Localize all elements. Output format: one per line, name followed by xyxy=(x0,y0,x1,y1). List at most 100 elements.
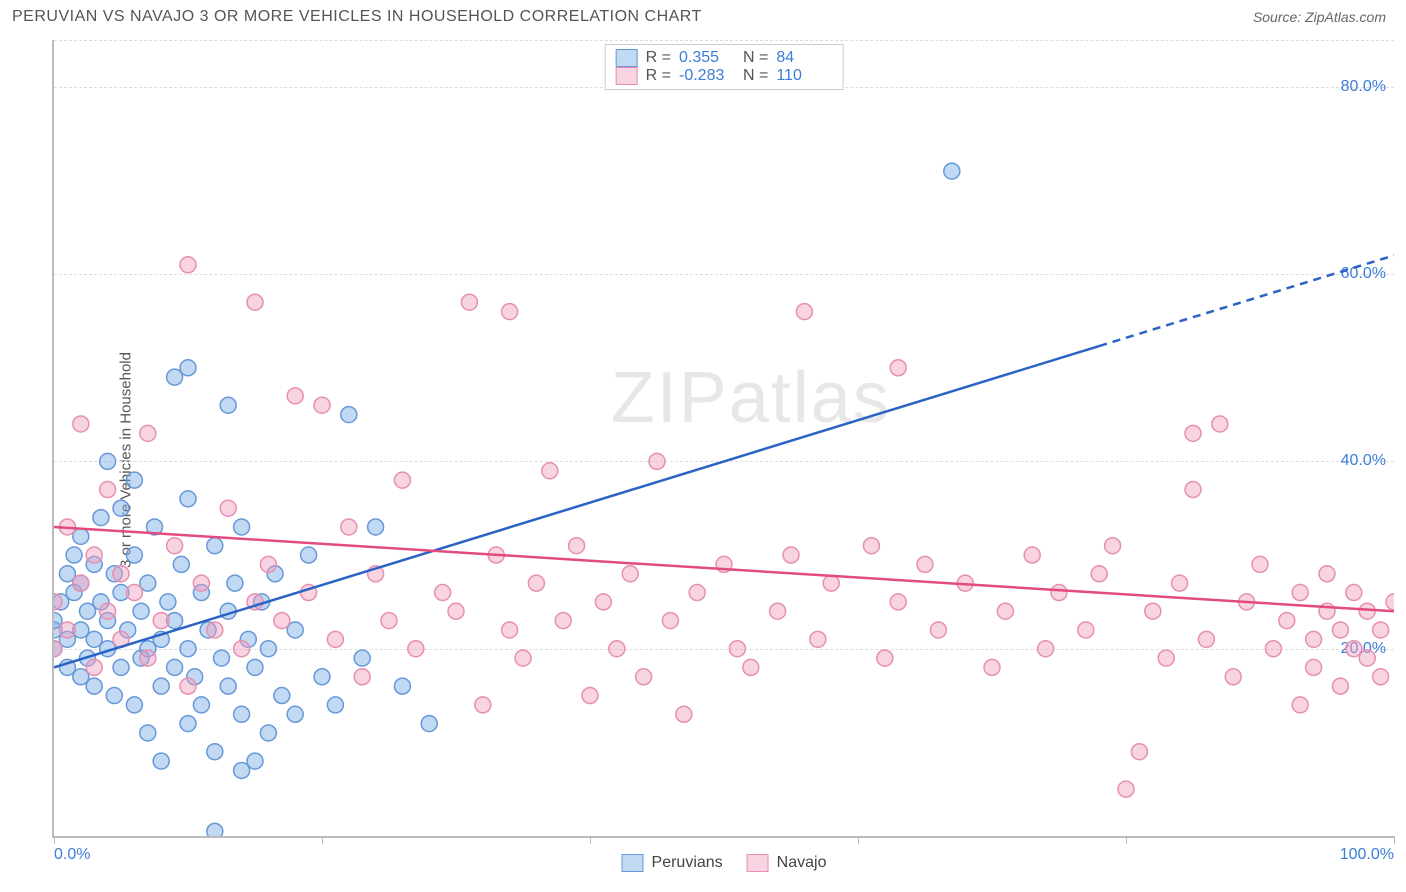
data-point xyxy=(207,823,223,836)
trend-line xyxy=(54,346,1099,667)
data-point xyxy=(890,360,906,376)
legend-row-navajo: R = -0.283 N = 110 xyxy=(616,67,833,85)
data-point xyxy=(260,641,276,657)
data-point xyxy=(354,669,370,685)
data-point xyxy=(73,416,89,432)
data-point xyxy=(877,650,893,666)
data-point xyxy=(502,304,518,320)
data-point xyxy=(160,594,176,610)
data-point xyxy=(66,547,82,563)
data-point xyxy=(528,575,544,591)
data-point xyxy=(106,688,122,704)
data-point xyxy=(1051,585,1067,601)
data-point xyxy=(126,697,142,713)
data-point xyxy=(863,538,879,554)
data-point xyxy=(381,613,397,629)
data-point xyxy=(421,716,437,732)
data-point xyxy=(247,753,263,769)
data-point xyxy=(113,566,129,582)
data-point xyxy=(173,556,189,572)
data-point xyxy=(207,744,223,760)
data-point xyxy=(770,603,786,619)
swatch-peruvians xyxy=(616,49,638,67)
data-point xyxy=(126,472,142,488)
data-point xyxy=(86,659,102,675)
data-point xyxy=(100,482,116,498)
source-attribution: Source: ZipAtlas.com xyxy=(1253,9,1386,25)
data-point xyxy=(180,491,196,507)
legend-item-peruvians: Peruvians xyxy=(622,854,723,872)
chart-title: PERUVIAN VS NAVAJO 3 OR MORE VEHICLES IN… xyxy=(12,8,702,26)
data-point xyxy=(234,519,250,535)
data-point xyxy=(1373,669,1389,685)
data-point xyxy=(1145,603,1161,619)
data-point xyxy=(113,500,129,516)
data-point xyxy=(234,706,250,722)
data-point xyxy=(327,697,343,713)
data-point xyxy=(1332,622,1348,638)
data-point xyxy=(917,556,933,572)
scatter-svg xyxy=(54,40,1394,836)
data-point xyxy=(1319,566,1335,582)
data-point xyxy=(180,360,196,376)
data-point xyxy=(662,613,678,629)
data-point xyxy=(59,622,75,638)
data-point xyxy=(220,678,236,694)
data-point xyxy=(582,688,598,704)
data-point xyxy=(461,294,477,310)
n-value-navajo: 110 xyxy=(776,67,832,85)
data-point xyxy=(1346,585,1362,601)
data-point xyxy=(140,650,156,666)
legend-label-navajo: Navajo xyxy=(777,854,827,872)
data-point xyxy=(287,706,303,722)
r-label: R = xyxy=(646,49,671,67)
data-point xyxy=(1386,594,1394,610)
plot-area: R = 0.355 N = 84 R = -0.283 N = 110 ZIPa… xyxy=(52,40,1394,838)
data-point xyxy=(301,547,317,563)
data-point xyxy=(167,538,183,554)
xtick-label: 0.0% xyxy=(54,846,90,864)
data-point xyxy=(1172,575,1188,591)
data-point xyxy=(274,688,290,704)
data-point xyxy=(1279,613,1295,629)
data-point xyxy=(743,659,759,675)
data-point xyxy=(1306,631,1322,647)
xtick xyxy=(590,836,591,844)
data-point xyxy=(341,519,357,535)
swatch-peruvians xyxy=(622,854,644,872)
r-value-navajo: -0.283 xyxy=(679,67,735,85)
trend-line-extrapolated xyxy=(1099,255,1394,346)
legend-row-peruvians: R = 0.355 N = 84 xyxy=(616,49,833,67)
data-point xyxy=(1292,697,1308,713)
data-point xyxy=(796,304,812,320)
data-point xyxy=(341,407,357,423)
data-point xyxy=(1252,556,1268,572)
data-point xyxy=(502,622,518,638)
data-point xyxy=(140,425,156,441)
data-point xyxy=(314,397,330,413)
data-point xyxy=(1078,622,1094,638)
data-point xyxy=(368,519,384,535)
data-point xyxy=(354,650,370,666)
data-point xyxy=(126,547,142,563)
data-point xyxy=(207,538,223,554)
data-point xyxy=(167,659,183,675)
data-point xyxy=(1158,650,1174,666)
data-point xyxy=(247,659,263,675)
data-point xyxy=(126,585,142,601)
r-label: R = xyxy=(646,67,671,85)
data-point xyxy=(676,706,692,722)
data-point xyxy=(227,575,243,591)
data-point xyxy=(622,566,638,582)
swatch-navajo xyxy=(616,67,638,85)
r-value-peruvians: 0.355 xyxy=(679,49,735,67)
data-point xyxy=(595,594,611,610)
data-point xyxy=(260,725,276,741)
data-point xyxy=(314,669,330,685)
data-point xyxy=(783,547,799,563)
xtick xyxy=(858,836,859,844)
data-point xyxy=(1185,425,1201,441)
n-value-peruvians: 84 xyxy=(776,49,832,67)
data-point xyxy=(649,453,665,469)
data-point xyxy=(810,631,826,647)
